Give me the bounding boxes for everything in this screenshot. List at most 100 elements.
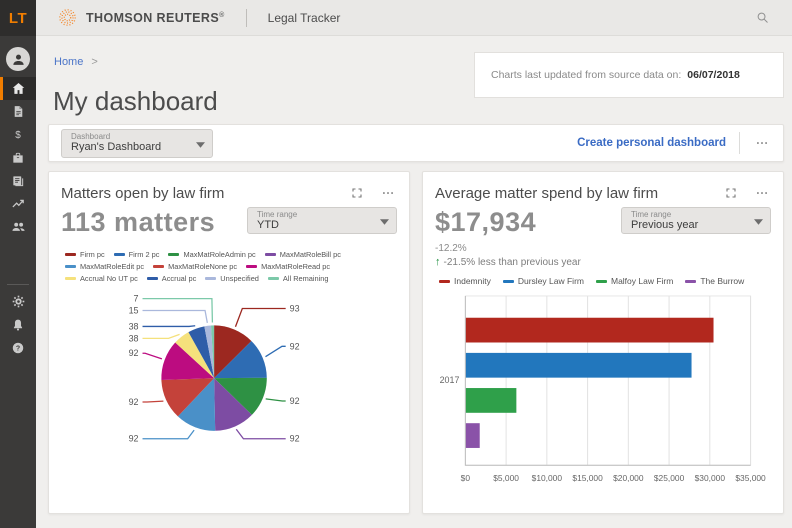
gear-icon [11, 294, 26, 309]
more-dots-icon [755, 186, 769, 200]
legend-swatch-icon [205, 277, 217, 280]
bar-the-burrow[interactable] [465, 423, 480, 448]
user-icon [6, 47, 30, 71]
pie-callout-line [235, 428, 286, 440]
pie-callout-line [234, 307, 286, 327]
pie-slice[interactable] [214, 340, 267, 379]
time-range-label: Time range [257, 210, 298, 219]
help-icon: ? [11, 341, 25, 355]
pie-slice[interactable] [161, 342, 215, 381]
sidebar-item-home[interactable] [0, 77, 36, 100]
sidebar-item-invoices[interactable] [0, 169, 36, 192]
pie-slice[interactable] [214, 325, 252, 379]
legend-item: MaxMatRoleRead pc [246, 261, 330, 272]
pie-slice[interactable] [214, 378, 252, 431]
x-tick-label: $35,000 [735, 473, 766, 483]
legend-label: MaxMatRoleAdmin pc [183, 250, 256, 259]
more-dots-icon [755, 136, 769, 150]
dashboard-select-label: Dashboard [71, 131, 111, 141]
more-dots-icon [381, 186, 395, 200]
pie-slice[interactable] [177, 378, 216, 431]
legend-label: MaxMatRoleRead pc [261, 262, 331, 271]
x-tick-label: $20,000 [613, 473, 644, 483]
legend-label: Accrual No UT pc [80, 274, 138, 283]
legend-label: MaxMatRoleBill pc [279, 250, 341, 259]
card-title: Matters open by law firm [61, 184, 225, 202]
document-icon [12, 105, 25, 118]
dashboard-select-value: Ryan's Dashboard [71, 140, 162, 153]
pie-callout-line [142, 429, 195, 440]
cards-row: Matters open by law firm 113 matters Tim… [48, 171, 784, 514]
legend-label: Firm pc [80, 250, 105, 259]
pie-slice[interactable] [211, 325, 215, 379]
pie-slice[interactable] [214, 377, 267, 415]
legend-item: All Remaining [267, 273, 329, 284]
pie-callout-line [142, 400, 164, 403]
sidebar-item-profile[interactable] [0, 44, 36, 74]
svg-text:$: $ [15, 130, 21, 141]
pie-chart: 93 92 92 92 92 92 92 38 38 15 7 [129, 294, 300, 444]
legend-swatch-icon [502, 280, 514, 283]
home-icon [11, 81, 26, 96]
create-personal-dashboard-link[interactable]: Create personal dashboard [577, 137, 726, 149]
legend-swatch-icon [685, 280, 697, 283]
sidebar-item-reports[interactable] [0, 192, 36, 215]
expand-card-button[interactable] [349, 185, 365, 201]
legend-item: Firm pc [65, 249, 105, 260]
pie-slice[interactable] [161, 378, 215, 417]
sidebar-item-documents[interactable] [0, 100, 36, 123]
up-arrow-icon: ↑ [435, 256, 441, 268]
legend-item: Indemnity [439, 276, 491, 287]
x-tick-label: $25,000 [654, 473, 685, 483]
legend-swatch-icon [113, 253, 125, 256]
card-more-button[interactable] [753, 184, 771, 202]
sidebar-item-contacts[interactable] [0, 215, 36, 238]
pie-callout-value: 38 [129, 321, 139, 331]
news-icon [11, 174, 25, 188]
search-button[interactable] [755, 10, 770, 25]
x-tick-label: $5,000 [493, 473, 519, 483]
y-category-label: 2017 [440, 375, 460, 385]
pie-slice[interactable] [175, 332, 215, 379]
sidebar-item-matters[interactable] [0, 146, 36, 169]
sidebar-item-settings[interactable] [0, 290, 36, 313]
legend-swatch-icon [168, 253, 180, 256]
bar-dursley-law-firm[interactable] [465, 352, 692, 378]
main-content: Home > My dashboard Charts last updated … [36, 36, 792, 528]
time-range-select[interactable]: Time range YTD [247, 207, 397, 234]
pie-legend: Firm pc Firm 2 pc MaxMatRoleAdmin pc MaxMat… [61, 249, 397, 284]
legend-item: Accrual No UT pc [65, 273, 138, 284]
time-range-value: Previous year [631, 219, 699, 231]
page-title: My dashboard [53, 86, 218, 117]
pie-callout-line [142, 309, 208, 323]
bar-indemnity[interactable] [465, 317, 714, 343]
x-tick-label: $10,000 [532, 473, 563, 483]
time-range-select[interactable]: Time range Previous year [621, 207, 771, 234]
search-icon [755, 10, 770, 25]
sidebar-nav: $? [0, 36, 36, 528]
dashboard-more-button[interactable] [753, 134, 771, 152]
legend-item: Malfoy Law Firm [595, 276, 673, 287]
legend-swatch-icon [246, 265, 258, 268]
sidebar-item-notifications[interactable] [0, 313, 36, 336]
dashboard-select[interactable]: Dashboard Ryan's Dashboard [61, 128, 213, 158]
x-tick-label: $0 [461, 473, 471, 483]
app-logo[interactable]: LT [0, 0, 36, 36]
brand-name: THOMSON REUTERS® [86, 10, 225, 25]
breadcrumb-home-link[interactable]: Home [54, 56, 84, 68]
pie-callout-value: 92 [290, 341, 300, 351]
legend-label: Firm 2 pc [128, 250, 160, 259]
card-more-button[interactable] [379, 184, 397, 202]
pie-callout-value: 15 [129, 306, 139, 316]
expand-card-button[interactable] [723, 185, 739, 201]
top-bar: THOMSON REUTERS® Legal Tracker [36, 0, 792, 36]
pie-slice[interactable] [188, 326, 215, 379]
legend-label: Unspecified [220, 274, 259, 283]
sidebar-item-billing[interactable]: $ [0, 123, 36, 146]
bar-malfoy-law-firm[interactable] [465, 388, 517, 413]
sidebar-item-help[interactable]: ? [0, 336, 36, 359]
x-tick-label: $15,000 [572, 473, 603, 483]
legend-label: Accrual pc [161, 274, 197, 283]
expand-icon [725, 187, 737, 199]
pie-slice[interactable] [204, 325, 215, 379]
